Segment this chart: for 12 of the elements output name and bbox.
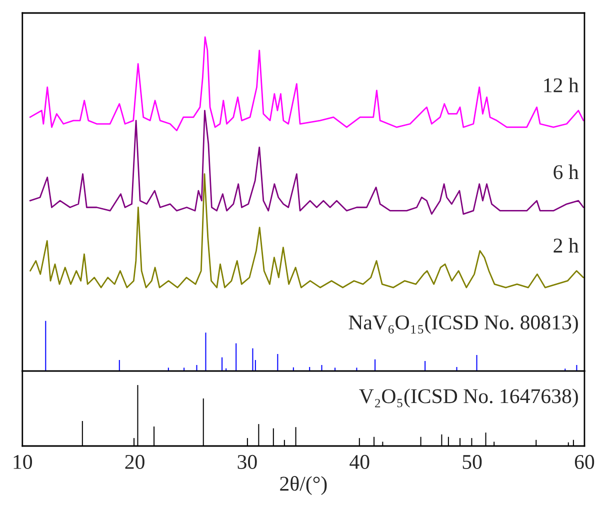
series-label: 2 h	[554, 238, 579, 252]
series-label: NaV₆O₁₅(ICSD No. 80813)	[348, 314, 578, 334]
series-label: 12 h	[544, 78, 579, 92]
x-tick-label: 60	[574, 454, 594, 469]
x-tick-label: 30	[238, 454, 257, 469]
series-label: 6 h	[554, 164, 579, 180]
x-tick-label: 40	[350, 454, 370, 469]
x-tick-label: 10	[14, 454, 32, 469]
x-tick-label: 20	[125, 454, 144, 469]
x-tick-label: 50	[462, 454, 482, 469]
x-axis-title: 2θ/(°)	[280, 476, 327, 496]
series-label: V₂O₅(ICSD No. 1647638)	[359, 388, 578, 408]
